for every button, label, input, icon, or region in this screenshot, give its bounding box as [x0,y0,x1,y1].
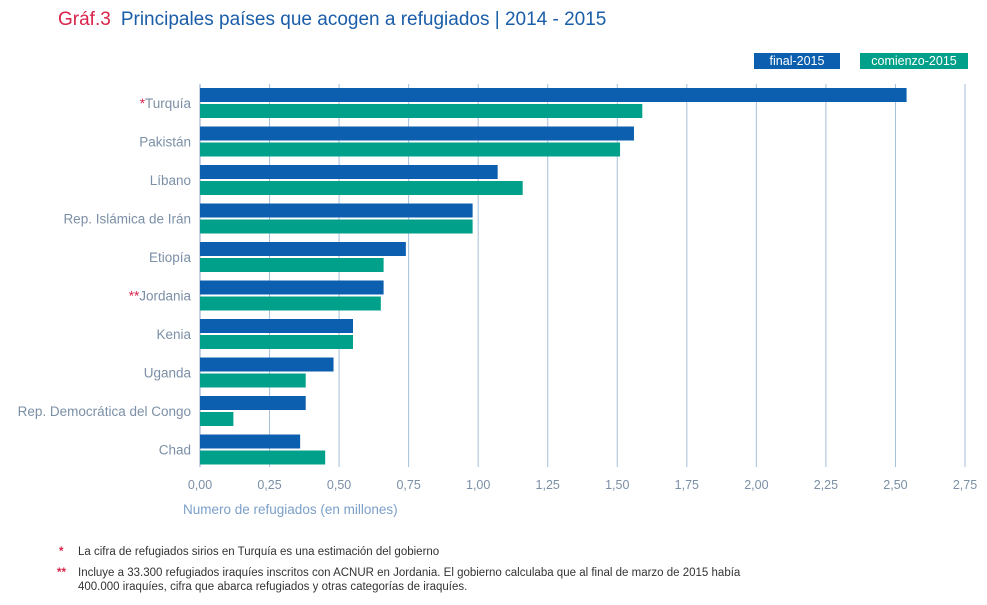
category-name: Jordania [139,289,191,304]
bar-final-2015 [200,396,306,410]
x-tick-label: 0,00 [188,478,212,492]
category-label: *Turquía [140,96,192,111]
category-label: Pakistán [139,135,191,150]
footnote-2-mark: ** [57,567,66,579]
x-tick-label: 2,00 [744,478,768,492]
category-name: Uganda [144,366,192,381]
bar-comienzo-2015 [200,373,306,388]
bar-final-2015 [200,357,334,372]
bar-final-2015 [200,319,353,333]
category-star: * [140,96,146,111]
x-tick-label: 1,00 [466,478,490,492]
category-name: Kenia [156,327,191,342]
bar-comienzo-2015 [200,412,234,426]
category-name: Etiopía [149,250,192,265]
bar-final-2015 [200,203,473,218]
category-label: **Jordania [129,289,192,304]
bar-comienzo-2015 [200,142,621,157]
footnote-1-mark: * [59,546,64,558]
bar-final-2015 [200,434,301,449]
footnote-2: ** Incluye a 33.300 refugiados iraquíes … [57,566,838,594]
bar-final-2015 [200,280,384,295]
x-tick-label: 2,75 [953,478,977,492]
legend-comienzo-2015: comienzo-2015 [860,53,968,69]
category-label: Kenia [156,327,191,342]
category-label: Chad [159,443,191,458]
title-text: Principales países que acogen a refugiad… [120,9,607,30]
category-name: Rep. Islámica de Irán [63,212,191,227]
category-labels: *Turquía Pakistán Líbano Rep. Islámica de I… [18,96,192,458]
footnote-1-text: La cifra de refugiados sirios en Turquía… [78,546,440,558]
x-tick-label: 1,75 [675,478,699,492]
x-tick-label: 1,25 [536,478,560,492]
grid-layer [199,84,966,467]
x-tick-label: 2,25 [814,478,838,492]
footnote-2-line1: Incluye a 33.300 refugiados iraquíes ins… [78,567,741,579]
category-name: Turquía [145,96,192,111]
category-label: Etiopía [149,250,192,265]
bar-final-2015 [200,88,907,102]
footnote-1: * La cifra de refugiados sirios en Turqu… [59,545,440,559]
x-tick-label: 2,50 [883,478,907,492]
x-tick-labels: 0,00 0,25 0,50 0,75 1,00 1,25 1,50 1,75 2,00 2,25… [188,478,977,492]
bar-final-2015 [200,165,498,179]
bar-chart: *Turquía Pakistán Líbano Rep. Islámica de I… [18,84,977,492]
x-tick-label: 0,50 [327,478,351,492]
category-name: Líbano [150,173,191,188]
bar-comienzo-2015 [200,258,384,272]
category-label: Rep. Democrática del Congo [18,404,191,419]
category-label: Uganda [144,366,192,381]
category-label: Líbano [150,173,191,188]
chart-title: Gráf.3 Principales países que acogen a re… [58,9,606,31]
bar-layer [200,88,907,465]
footnote-2-line2: 400.000 iraquíes, cifra que abarca refug… [78,581,468,593]
bar-final-2015 [200,126,634,141]
x-tick-label: 0,75 [396,478,420,492]
legend-final-2015: final-2015 [754,53,840,69]
category-star: ** [129,289,140,304]
bar-comienzo-2015 [200,296,381,311]
category-name: Pakistán [139,135,191,150]
category-name: Rep. Democrática del Congo [18,404,191,419]
bar-comienzo-2015 [200,335,353,349]
bar-comienzo-2015 [200,219,473,234]
x-axis-label: Numero de refugiados (en millones) [183,502,398,517]
x-tick-label: 1,50 [605,478,629,492]
x-tick-label: 0,25 [257,478,281,492]
category-label: Rep. Islámica de Irán [63,212,191,227]
figure-number: Gráf.3 [58,9,111,30]
bar-comienzo-2015 [200,450,326,465]
bar-comienzo-2015 [200,181,523,195]
bar-comienzo-2015 [200,104,643,118]
bar-final-2015 [200,242,406,256]
category-name: Chad [159,443,191,458]
